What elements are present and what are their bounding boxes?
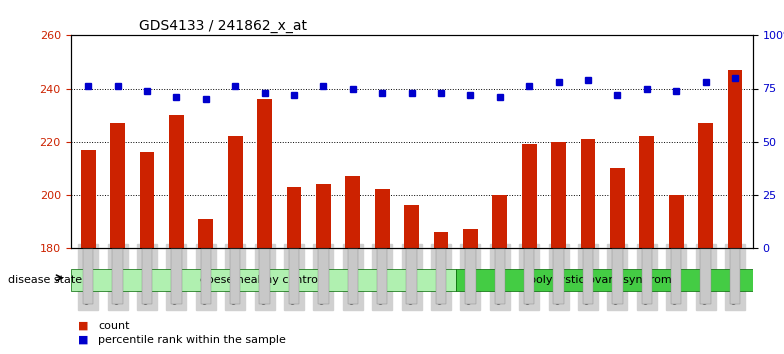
Text: disease state: disease state (8, 275, 82, 285)
Bar (551, 142, 566, 354)
Bar (287, 187, 301, 354)
FancyBboxPatch shape (71, 268, 456, 291)
Bar (375, 189, 390, 354)
Bar (228, 136, 242, 354)
Bar (522, 144, 536, 354)
Bar (463, 229, 477, 354)
Text: ■: ■ (78, 321, 89, 331)
Bar (198, 219, 213, 354)
Bar (669, 195, 684, 354)
Bar (581, 139, 595, 354)
Bar (640, 136, 654, 354)
Text: percentile rank within the sample: percentile rank within the sample (98, 335, 286, 345)
Text: polycystic ovary syndrome: polycystic ovary syndrome (529, 275, 679, 285)
Text: GDS4133 / 241862_x_at: GDS4133 / 241862_x_at (139, 19, 307, 33)
Bar (728, 70, 742, 354)
Bar (316, 184, 331, 354)
Bar (257, 99, 272, 354)
Bar (140, 152, 154, 354)
Bar (434, 232, 448, 354)
Bar (169, 115, 183, 354)
Text: count: count (98, 321, 129, 331)
Bar (346, 176, 360, 354)
Bar (111, 123, 125, 354)
Text: ■: ■ (78, 335, 89, 345)
Bar (405, 205, 419, 354)
Bar (492, 195, 507, 354)
Text: obese healthy controls: obese healthy controls (200, 275, 326, 285)
Bar (610, 168, 625, 354)
Bar (81, 149, 96, 354)
FancyBboxPatch shape (456, 268, 753, 291)
Bar (699, 123, 713, 354)
